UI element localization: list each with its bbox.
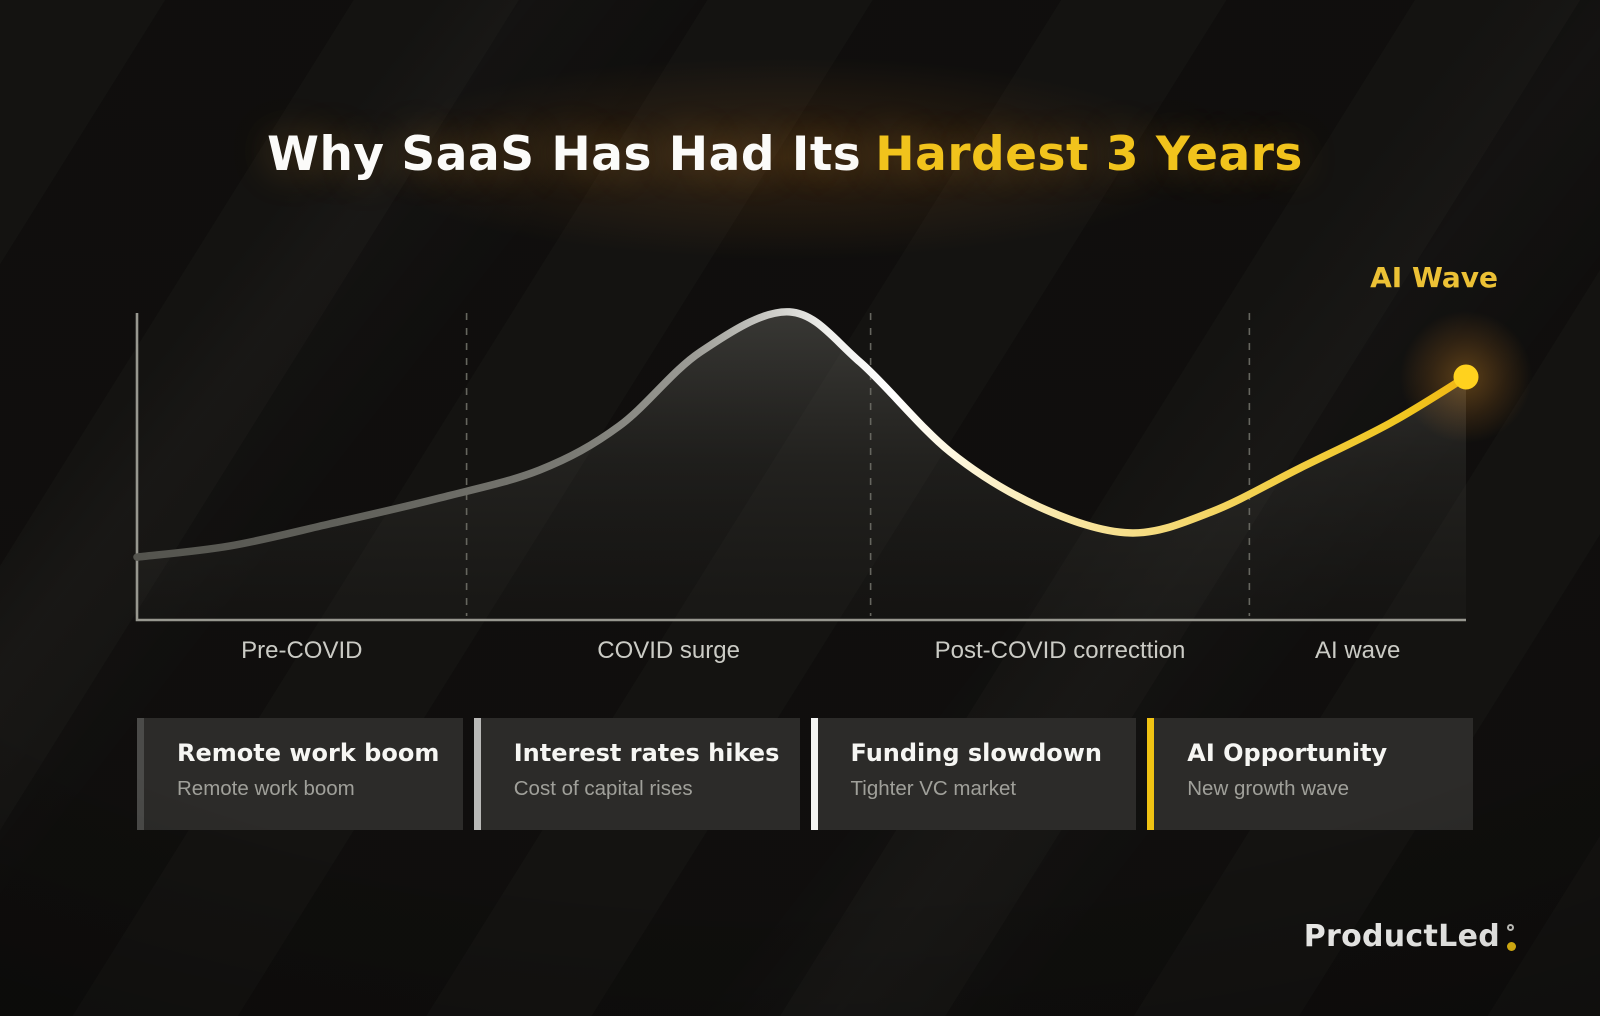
registered-mark-icon — [1507, 923, 1514, 931]
curve-area-fill — [137, 311, 1466, 620]
ai-wave-annotation: AI Wave — [1370, 261, 1498, 294]
phase-card-subtitle: Tighter VC market — [851, 777, 1103, 801]
phase-card-ai-opportunity: AI Opportunity New growth wave — [1147, 718, 1473, 830]
logo-mark — [1507, 923, 1516, 951]
x-axis-section-label: AI wave — [1315, 637, 1400, 665]
phase-card-body: Remote work boom Remote work boom — [144, 718, 439, 830]
x-axis-section-label: Post-COVID correcttion — [935, 637, 1186, 665]
phase-card-body: Funding slowdown Tighter VC market — [818, 718, 1103, 830]
phase-card-body: Interest rates hikes Cost of capital ris… — [481, 718, 780, 830]
phase-card-accent-bar — [473, 718, 481, 830]
page-title-prefix: Why SaaS Has Had Its — [267, 127, 861, 182]
page-title-highlight: Hardest 3 Years — [875, 127, 1303, 182]
phase-card-accent-bar — [1147, 718, 1155, 830]
logo-text: ProductLed — [1304, 919, 1500, 954]
phase-card-accent-bar — [137, 718, 144, 830]
x-axis-section-label: Pre-COVID — [241, 637, 362, 665]
title-glow — [245, 28, 1325, 288]
phase-card-title: Interest rates hikes — [514, 739, 780, 767]
phase-card-title: AI Opportunity — [1187, 739, 1387, 767]
section-divider-lines — [465, 313, 1251, 616]
x-axis-section-label: COVID surge — [597, 637, 740, 665]
phase-card-title: Funding slowdown — [851, 739, 1103, 767]
phase-card-interest-rates: Interest rates hikes Cost of capital ris… — [473, 718, 800, 830]
phase-card-subtitle: Remote work boom — [177, 777, 439, 801]
phase-card-subtitle: Cost of capital rises — [514, 777, 780, 801]
productled-logo: ProductLed — [1304, 919, 1516, 954]
page-title: Why SaaS Has Had Its Hardest 3 Years — [267, 127, 1303, 182]
phase-cards-row: Remote work boom Remote work boom Intere… — [137, 718, 1473, 830]
chart-axes — [135, 313, 1466, 622]
phase-card-accent-bar — [810, 718, 818, 830]
phase-card-title: Remote work boom — [177, 739, 439, 767]
trajectory-curve — [133, 308, 1470, 561]
logo-yellow-dot-icon — [1507, 941, 1516, 951]
phase-card-body: AI Opportunity New growth wave — [1154, 718, 1387, 830]
phase-card-subtitle: New growth wave — [1187, 777, 1387, 801]
phase-card-funding-slowdown: Funding slowdown Tighter VC market — [810, 718, 1137, 830]
ai-wave-endpoint-dot — [1453, 364, 1479, 390]
phase-card-remote-work: Remote work boom Remote work boom — [137, 718, 463, 830]
